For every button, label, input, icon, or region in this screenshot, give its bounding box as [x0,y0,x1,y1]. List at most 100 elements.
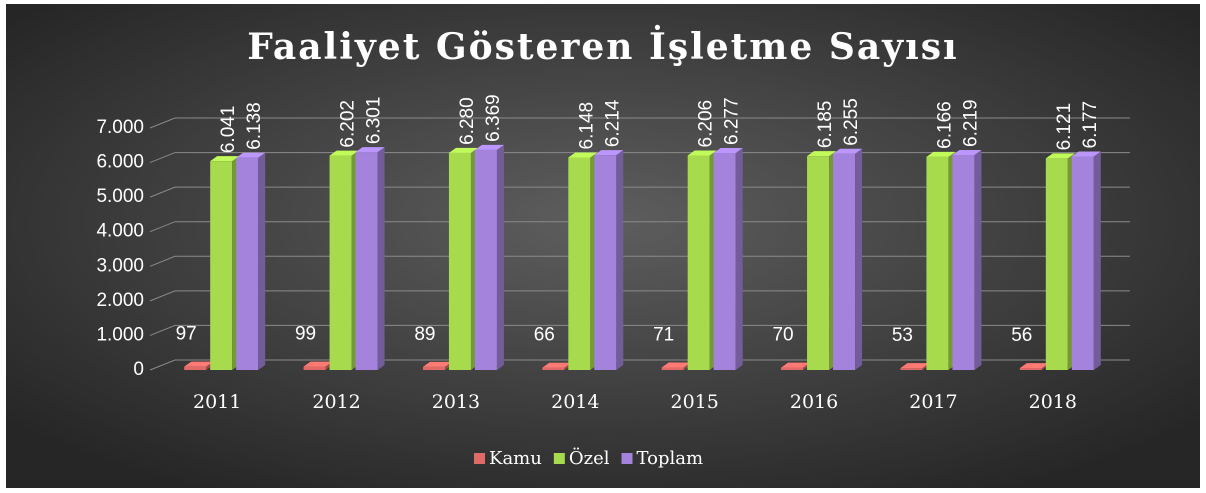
bar-front [448,152,471,370]
value-label: 6.202 [338,100,359,148]
bar-front [713,152,736,370]
bar-front [474,149,497,370]
bar [952,150,982,370]
bar-front [833,153,856,370]
legend-swatch [474,453,485,464]
bar-side [616,150,624,370]
bar-top [1045,153,1075,159]
bar [474,144,504,370]
value-label: 53 [892,325,913,346]
y-tick-label: 2.000 [96,290,144,311]
y-tick-label: 3.000 [96,255,144,276]
grid-line [149,117,1130,129]
bar-front [568,157,591,370]
bar-top [687,150,717,156]
legend-label: Kamu [489,448,542,469]
bar-side [496,144,504,370]
value-label: 6.121 [1054,103,1075,151]
bar-top [474,144,504,150]
bar-top [1019,363,1049,369]
x-tick-label: 2015 [671,391,719,413]
x-tick-label: 2011 [193,391,241,413]
value-label: 66 [534,325,555,346]
value-label: 6.148 [576,102,597,150]
x-tick-label: 2014 [551,391,599,413]
value-label: 6.177 [1080,101,1101,149]
y-tick-label: 5.000 [96,186,144,207]
bar-top [1071,151,1101,157]
bar-top [661,362,691,368]
bar-side [974,150,982,370]
bar-top [210,156,240,162]
y-tick-label: 6.000 [96,152,144,173]
bar-front [687,155,710,370]
bar-top [807,151,837,157]
value-label: 89 [414,324,435,345]
chart-title: Faaliyet Gösteren İşletme Sayısı [247,25,958,68]
bar-top [184,361,214,367]
value-label: 99 [295,324,316,345]
bar-front [926,156,949,370]
value-label: 6.206 [696,100,717,148]
bar-side [258,152,266,370]
bar-top [713,147,743,153]
bar-top [448,147,478,153]
bar-side [1093,151,1101,370]
bar-front [594,155,617,370]
value-label: 6.185 [815,101,836,149]
bar [568,152,598,370]
value-label: 70 [772,325,793,346]
bar-front [422,366,445,370]
y-tick-label: 0 [133,359,144,380]
bar-front [952,155,975,370]
value-label: 97 [176,324,197,345]
bar-top [329,150,359,156]
legend-label: Toplam [637,448,704,469]
bar [1071,151,1101,370]
legend-swatch [621,453,633,464]
bar-top [236,152,266,158]
grid-line [149,152,1130,164]
bar-side [377,147,385,370]
bar-front [210,161,233,370]
bar-side [855,148,863,370]
bar [329,150,359,370]
bar-top [900,363,930,369]
bar-front [661,367,684,370]
bar [833,148,863,370]
bar-front [807,156,830,370]
value-label: 6.255 [841,98,862,146]
value-label: 6.369 [483,94,504,142]
value-label: 56 [1011,325,1032,346]
value-label: 6.041 [218,106,239,154]
value-label: 71 [653,325,674,346]
value-label: 6.166 [934,101,955,149]
bar-top [303,361,333,367]
bar [210,156,240,370]
x-tick-label: 2017 [909,391,957,413]
value-label: 6.138 [244,102,265,150]
y-tick-label: 7.000 [96,117,144,138]
value-label: 6.219 [960,99,981,147]
bar [807,151,837,370]
x-tick-label: 2016 [790,391,838,413]
value-label: 6.280 [457,97,478,145]
bar-front [542,367,565,370]
bar-top [355,147,385,153]
value-label: 6.277 [722,97,743,145]
bar-front [184,366,207,370]
bar [355,147,385,370]
bar-top [926,151,956,157]
bar-top [422,361,452,367]
bar [687,150,717,370]
bar [1045,153,1075,370]
value-label: 6.301 [364,97,385,145]
bar-front [1045,158,1068,370]
legend-swatch [553,453,565,464]
bar [236,152,266,370]
bar-front [900,368,923,370]
bar-front [781,367,804,370]
bar-front [236,157,259,370]
bar [594,150,624,370]
